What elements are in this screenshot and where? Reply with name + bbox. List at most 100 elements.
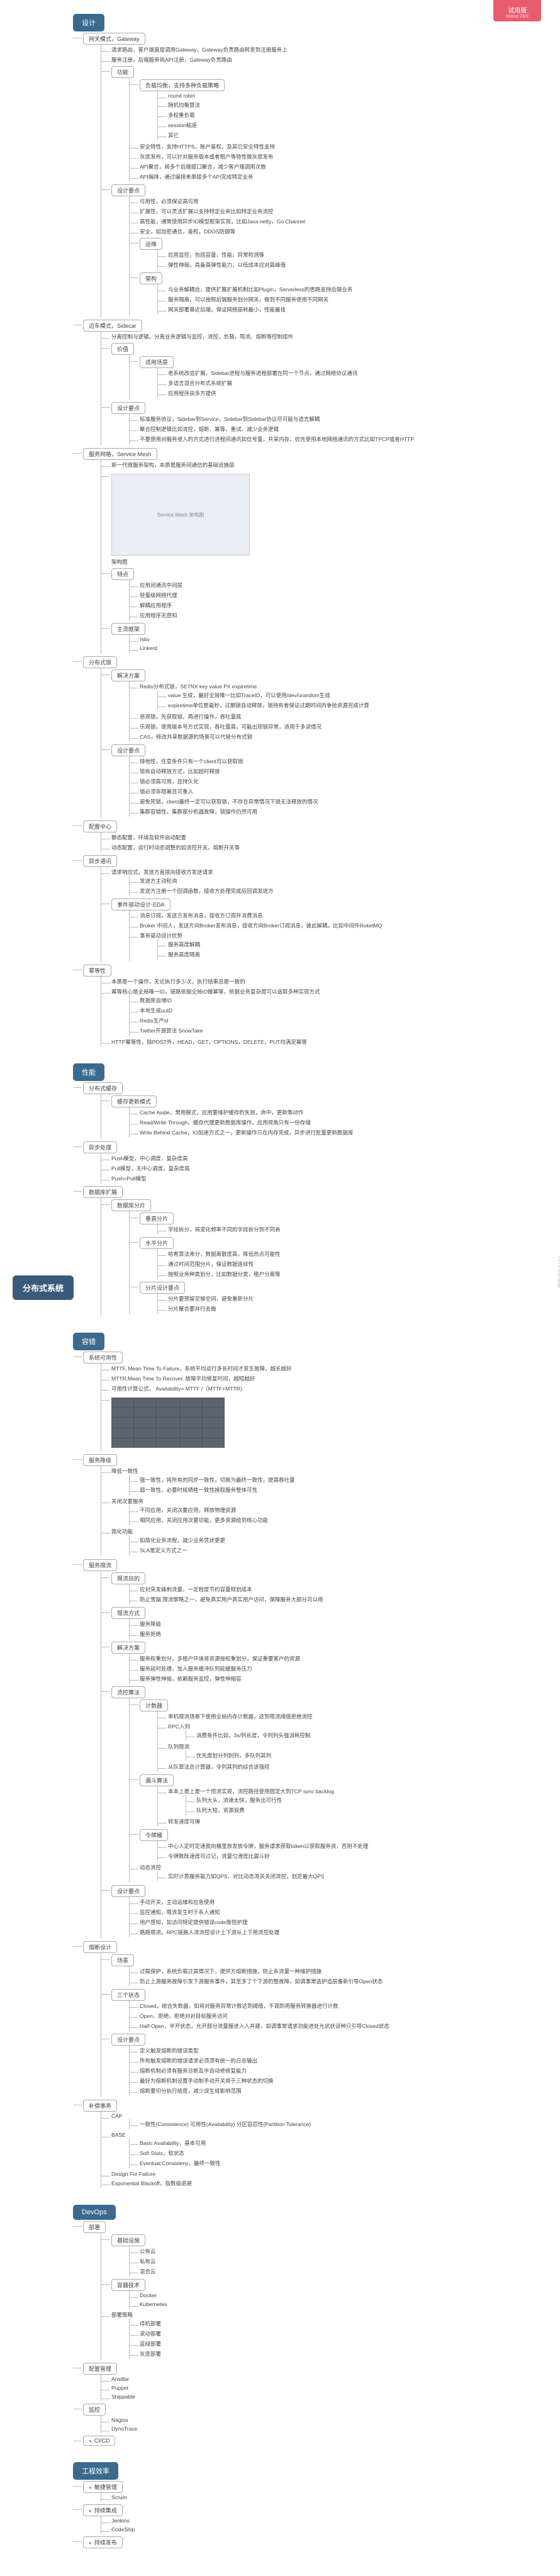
leaf: 应用监控，包括容量，性能，异常检测等	[168, 252, 264, 258]
node: 幂等性	[83, 965, 111, 977]
leaf: 分片聚合要并行去做	[168, 1306, 216, 1312]
leaf: Cache Aside，常用模式，应用要维护缓存的失效，命中，更新等动作	[140, 1109, 303, 1116]
leaf: 服务弹性伸缩，依赖服务监控，弹性伸缩容	[140, 1676, 242, 1682]
leaf: 动态配置，运行时动态调整的如流控开关，熔断开关等	[111, 844, 240, 851]
leaf: 安全特性，支持HTTPS，账户鉴权，及其它安全特性支持	[140, 143, 275, 150]
section-fault: 容错	[73, 1333, 104, 1350]
leaf: 防止雪崩,限流策略之一，避免真实用户真实用户访问，保障服务大部分可以用	[140, 1596, 323, 1603]
leaf: 本地生成uuID	[140, 1007, 172, 1014]
leaf: Push模型，中心调度，复杂度高	[111, 1155, 188, 1162]
leaf: 应用程序由多方提供	[168, 390, 216, 396]
leaf: Eventual Consisteny，最终一致性	[140, 2160, 221, 2166]
node: 解决方案	[111, 1642, 145, 1654]
node: 特点	[111, 568, 134, 580]
section-design: 设计	[73, 14, 104, 31]
leaf: Twitter开源算法 SnowTake	[140, 1028, 203, 1034]
leaf: 网关部署靠近后端，保证网络损耗最小，性能最佳	[168, 306, 286, 313]
leaf: 服务注册，后端服务将API注册，Gateway负责路由	[111, 57, 232, 63]
leaf: 事务驱动设计优势	[140, 932, 182, 939]
leaf: Jenkins	[111, 2517, 130, 2524]
node: 水平分片	[140, 1237, 174, 1249]
node: 配置中心	[83, 820, 117, 832]
leaf: 排他性，任意条件只有一个client可以获取锁	[140, 758, 243, 764]
leaf: 单机限流场景下使用全局内存计数器，这到限流阈值拒绝流控	[168, 1713, 313, 1720]
leaf: Write Behind Cache，IO加速方式之一，更新操作只在内存完成，异…	[140, 1129, 353, 1136]
leaf: 轻量级网络代理	[140, 592, 177, 598]
leaf: Ansilbe	[111, 2376, 129, 2382]
leaf: 防止上游服务故障引发下游服务事件，其至多了个下游的整故障，如调事常选护造层像新引…	[140, 1978, 383, 1985]
node: 计数器	[140, 1700, 168, 1711]
leaf: DynoTrace	[111, 2426, 137, 2432]
leaf: Istio	[140, 636, 150, 642]
leaf: 监控通知，限流发生时于系人通知	[140, 1909, 220, 1915]
leaf: 不要使用对服务侵入的方式进行进程间通讯如信号量，共享内存，优先使用本地网络通讯的…	[140, 436, 414, 442]
leaf: 聚合控制逻辑比如流控，熔断、幂等、重试、减少业务逻辑	[140, 426, 279, 432]
leaf: 队列限流	[168, 1744, 189, 1750]
leaf: 消费条件比如，3s/列长度，令列列头强消耗控制	[196, 1732, 310, 1739]
leaf: Redis分布式锁，SETNX key value PX expiretime	[140, 683, 257, 690]
leaf: Broker 中间人，发送方向Broker发布消息，接收方向Broker订阅消息…	[140, 922, 382, 929]
leaf: 熔断机制必须有服务诊断及半自动修修复能力	[140, 2068, 247, 2074]
node: 配置管理	[83, 2363, 117, 2375]
leaf: 请求路由，客户端直接调用Gateway，Gateway负责路由转发到注册服务上	[111, 47, 288, 53]
node: 熔断设计	[83, 1941, 117, 1953]
node: 服务网格，Service Mesh	[83, 448, 157, 460]
node: 设计要点	[111, 2034, 145, 2046]
leaf: Nagios	[111, 2417, 128, 2423]
node: 漏斗算法	[140, 1774, 174, 1786]
node: 设计要点	[111, 184, 145, 196]
leaf: 随机均衡算法	[168, 102, 200, 108]
leaf: MTTR,Mean Time To Recover, 故障平均修复时间，越短越好	[111, 1375, 255, 1382]
node: 限流方式	[111, 1607, 145, 1619]
leaf: 应对突发峰刺流量，一定程度节约容量规划成本	[140, 1586, 252, 1593]
section-perf: 性能	[73, 1063, 104, 1081]
leaf: 相同应用，关闭应用次要功能，更多资源给到核心功能	[140, 1517, 268, 1523]
node: 敏捷管理	[83, 2481, 123, 2493]
leaf: Closed，统合失数器，如将对服务异常计数达到阈值，不调到用服务转换器进行计数	[140, 2003, 338, 2009]
availability-table	[111, 1397, 225, 1448]
node: 持续集成	[83, 2504, 123, 2516]
leaf: 按照业务种类划分，比如数据分类，租户分离等	[168, 1271, 281, 1277]
watermark: ©ITPUB博客	[556, 1256, 560, 1288]
leaf: 哈希算法来分，数据离散度高，降低热点可能性	[168, 1251, 281, 1257]
node: 负载均衡，支持多种负载策略	[140, 79, 225, 91]
node: CI/CD	[83, 2436, 115, 2446]
leaf: 蓝绿部署	[140, 2341, 161, 2347]
leaf: 老系统改造扩展，Sidebar进程与服务进程部署在同一个节点，通过网络协议通讯	[168, 370, 357, 376]
leaf: Scrum	[111, 2494, 127, 2500]
node: 分布式锁	[83, 656, 117, 668]
leaf: Redis生产id	[140, 1017, 168, 1024]
leaf: 所有触发熔断的错误请求必须须有统一的日志输出	[140, 2058, 257, 2064]
leaf: 多权重负载	[168, 112, 195, 118]
leaf: 不同应用，关闭次要应用，释放物理资源	[140, 1507, 236, 1513]
leaf: 从队算法总计算器，令列其列的综合该强控	[168, 1764, 270, 1770]
leaf: 弹性伸缩，具备高弹性能力，以低成本应对高峰值	[168, 262, 286, 268]
node: 场景	[111, 1954, 134, 1966]
leaf: 避免死锁，client最终一定可以获取锁，不存在异常情况下锁无法释放的情况	[140, 798, 318, 805]
leaf: 集群容错性，集群部分机器故障，锁操作仍然可用	[140, 809, 257, 815]
node: 三个状态	[111, 1989, 145, 2001]
caption: 架构图	[111, 558, 554, 566]
node: 服务降级	[83, 1454, 117, 1466]
node: 适用场景	[140, 356, 174, 368]
leaf: expiretime单位是毫秒，过期锁自动释放，锁持有者保证过期时间内争抢资源完…	[168, 702, 369, 708]
leaf: 优先度划分列别列，多队列其列	[196, 1752, 271, 1759]
node: 部署	[83, 2221, 106, 2233]
leaf: session粘连	[168, 122, 197, 128]
node: 数据库扩展	[83, 1186, 123, 1198]
node: 解决方案	[111, 669, 145, 681]
leaf: 强一致性，将所有的同步一致性，切换为最终一致性，提高吞吐量	[140, 1477, 295, 1483]
node: 异步通讯	[83, 855, 117, 867]
leaf: API聚合，将多个后端接口聚合，减少客户端调用次数	[140, 164, 266, 170]
leaf: 滚动部署	[140, 2331, 161, 2337]
leaf: 标准服务协议，Sidebar到Service，Sidebar到Sidebar协议…	[140, 416, 320, 422]
node: 监控	[83, 2404, 106, 2416]
leaf: 简化功能	[111, 1528, 133, 1535]
leaf: 发送方注册一个回调函数，接收方处理完成后回调发送方	[140, 888, 274, 894]
leaf: 乐观锁，使用版本号方式实现，吞吐量高，可能出现锁异常，适用于多读情况	[140, 724, 322, 730]
leaf: 分片要预留足够空间，避免重新分片	[168, 1296, 254, 1302]
leaf: API编排，通过编排来串接多个API完成特定业务	[140, 174, 253, 180]
leaf: 混合云	[140, 2268, 156, 2275]
node: 持续发布	[83, 2536, 123, 2548]
leaf: HTTP幂等性，除POST外，HEAD，GET，OPTIONS，DELETE，P…	[111, 1039, 307, 1045]
